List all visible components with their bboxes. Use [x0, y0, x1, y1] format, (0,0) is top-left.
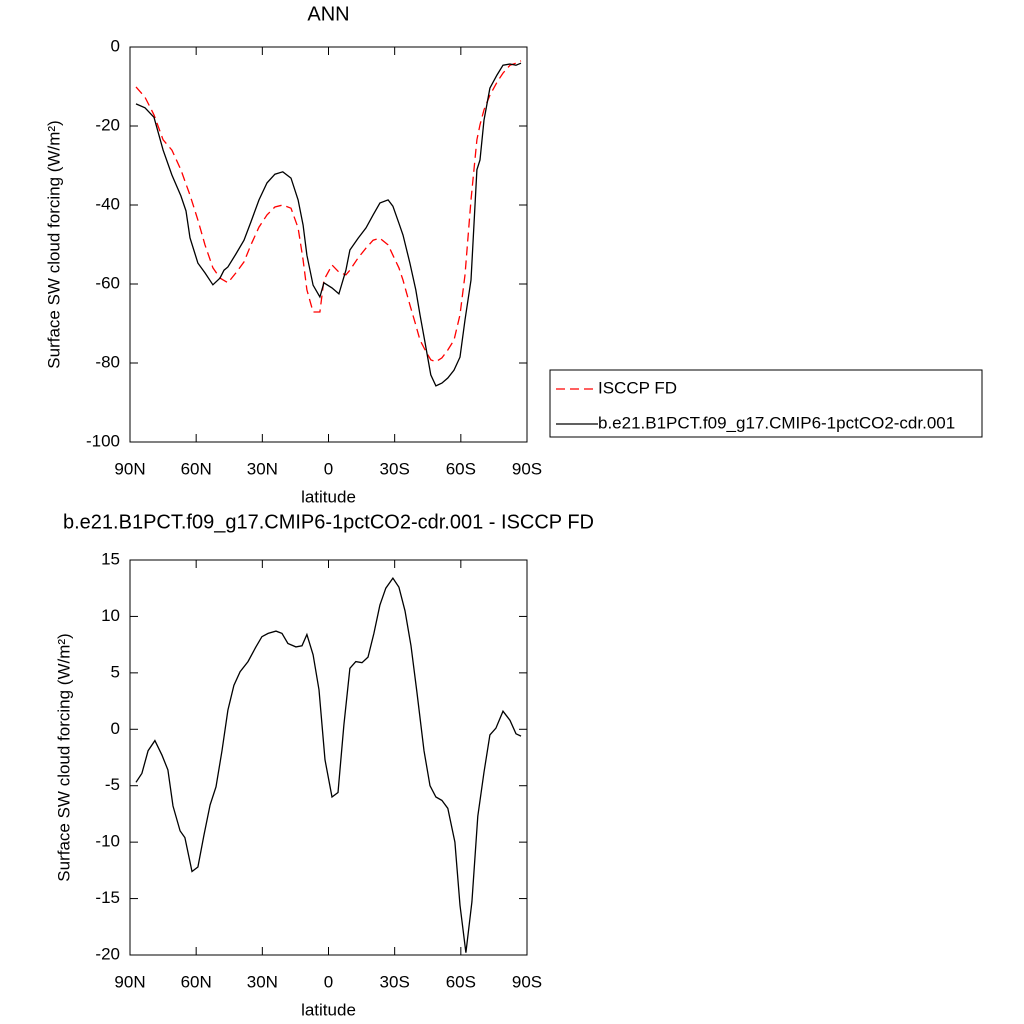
y-tick-label: -80: [95, 352, 120, 371]
y-tick-label: 15: [101, 549, 120, 568]
y-tick-label: 0: [111, 719, 120, 738]
x-tick-label: 60S: [446, 972, 476, 991]
x-tick-label: 60S: [446, 459, 476, 478]
x-tick-label: 0: [324, 972, 333, 991]
x-axis-label: latitude: [301, 487, 356, 506]
x-tick-label: 90N: [114, 972, 145, 991]
chart-title: b.e21.B1PCT.f09_g17.CMIP6-1pctCO2-cdr.00…: [63, 511, 594, 533]
legend-label: b.e21.B1PCT.f09_g17.CMIP6-1pctCO2-cdr.00…: [598, 413, 955, 432]
legend-box: [549, 369, 983, 438]
y-tick-label: 10: [101, 606, 120, 625]
x-tick-label: 0: [324, 459, 333, 478]
y-axis-label: Surface SW cloud forcing (W/m²): [44, 120, 63, 368]
x-tick-label: 30N: [247, 459, 278, 478]
x-tick-label: 30S: [380, 459, 410, 478]
y-tick-label: -15: [95, 888, 120, 907]
x-tick-label: 30S: [380, 972, 410, 991]
plot-frame: [129, 46, 528, 443]
x-tick-label: 90S: [512, 459, 542, 478]
x-tick-label: 60N: [181, 459, 212, 478]
data-line: [135, 62, 522, 387]
y-tick-label: -100: [86, 431, 120, 450]
x-tick-label: 90N: [114, 459, 145, 478]
y-tick-label: -10: [95, 832, 120, 851]
y-tick-label: -20: [95, 115, 120, 134]
legend-label: ISCCP FD: [598, 378, 677, 397]
x-tick-label: 60N: [181, 972, 212, 991]
data-line: [135, 60, 522, 363]
y-tick-label: -20: [95, 944, 120, 963]
y-tick-label: 5: [111, 662, 120, 681]
x-tick-label: 30N: [247, 972, 278, 991]
y-axis-label: Surface SW cloud forcing (W/m²): [54, 633, 73, 881]
x-tick-label: 90S: [512, 972, 542, 991]
plot-frame: [129, 559, 528, 956]
x-axis-label: latitude: [301, 1000, 356, 1019]
y-tick-label: 0: [111, 36, 120, 55]
y-tick-label: -60: [95, 273, 120, 292]
y-tick-label: -40: [95, 194, 120, 213]
chart-title: ANN: [307, 3, 349, 25]
y-tick-label: -5: [105, 775, 120, 794]
data-line: [135, 576, 522, 953]
